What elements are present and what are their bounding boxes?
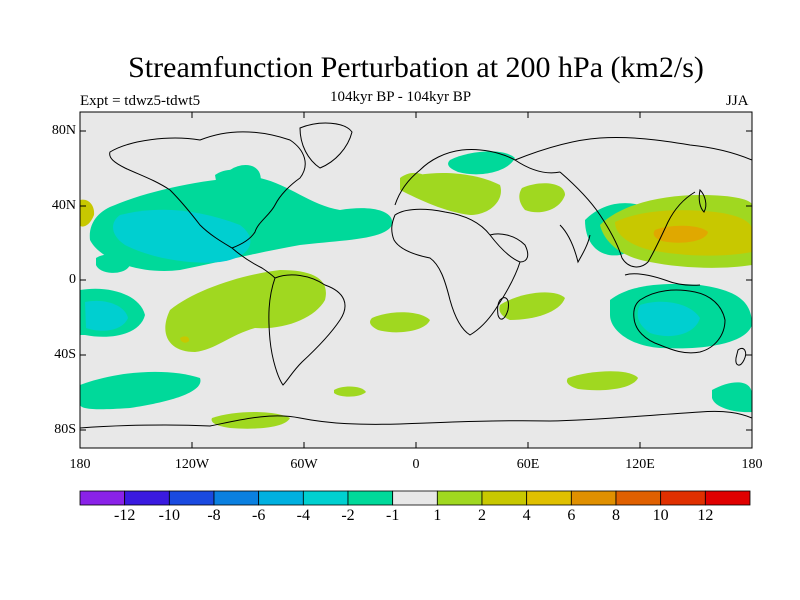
colorbar-tick-label: 4 <box>522 507 531 524</box>
colorbar-swatch <box>615 490 662 506</box>
colorbar-swatch <box>79 490 126 506</box>
colorbar-swatch <box>436 490 483 506</box>
axis-ticks <box>80 112 752 448</box>
colorbar-tick-label: 6 <box>567 507 576 524</box>
lat-label-40n: 40N <box>51 198 76 213</box>
colorbar-swatch <box>213 490 260 506</box>
coast-arabia <box>489 233 529 263</box>
contour-pos-southern-indian <box>566 371 638 391</box>
lon-label-60w: 60W <box>290 457 318 472</box>
colorbar-swatch <box>481 490 528 506</box>
contour-pos-south-atlantic-small <box>334 386 366 397</box>
contour-fills <box>80 151 752 429</box>
colorbar-swatch <box>704 490 751 506</box>
contour-neg-australia-core <box>637 301 700 337</box>
colorbar-tick-label: 2 <box>478 507 486 524</box>
coastlines <box>80 122 752 429</box>
coast-greenland <box>299 122 353 169</box>
colorbar-swatch <box>302 490 349 506</box>
colorbar-tick-label: -6 <box>251 507 266 524</box>
colorbar-tick-label: 1 <box>433 507 442 524</box>
contour-pos-south-pacific-dot <box>180 336 190 343</box>
contour-neg-southern-ocean-east <box>712 382 752 413</box>
colorbar-tick-label: -10 <box>158 507 180 524</box>
chart-title: Streamfunction Perturbation at 200 hPa (… <box>128 51 704 84</box>
colorbar-tick-label: 8 <box>612 507 620 524</box>
contour-neg-europe <box>448 151 515 175</box>
coast-india <box>559 224 591 264</box>
colorbar-tick-label: -12 <box>113 507 136 524</box>
lon-label-0: 0 <box>412 457 420 472</box>
colorbar-swatch <box>526 490 572 506</box>
contour-pos-south-atlantic <box>370 312 430 333</box>
coast-central-america <box>231 247 276 279</box>
map-background <box>80 112 752 448</box>
colorbar-tick-label: 12 <box>697 507 714 524</box>
contour-pos-central-asia <box>519 183 565 213</box>
colorbar <box>79 490 751 506</box>
colorbar-swatch <box>168 490 215 506</box>
coast-africa <box>391 208 521 336</box>
colorbar-swatch <box>124 490 170 506</box>
contour-pos-europe <box>400 173 501 215</box>
lat-label-80n: 80N <box>51 123 76 138</box>
contour-neg-hawaii <box>96 254 130 273</box>
colorbar-swatch <box>347 490 394 506</box>
contour-neg-pacific-southeast-core <box>85 300 128 331</box>
colorbar-tick-label: -8 <box>207 507 221 524</box>
season-label: JJA <box>726 93 749 109</box>
lon-label-120w: 120W <box>174 457 210 472</box>
experiment-label: Expt = tdwz5-tdwt5 <box>80 93 201 109</box>
coast-antarctica <box>80 410 752 429</box>
contour-neg-pacific-north-core <box>113 209 251 263</box>
coast-japan <box>698 188 707 213</box>
colorbar-tick-label: -2 <box>341 507 355 524</box>
colorbar-swatch <box>570 490 617 506</box>
lat-label-0: 0 <box>69 272 76 287</box>
lon-label-180e: 180 <box>741 457 763 472</box>
colorbar-tick-label: -1 <box>385 507 400 524</box>
lon-label-120e: 120E <box>625 457 655 472</box>
contour-pos-south-pacific <box>165 270 326 352</box>
contour-neg-southern-ocean-west <box>80 371 201 410</box>
lat-label-80s: 80S <box>54 422 76 437</box>
colorbar-tick-label: -4 <box>296 507 310 524</box>
contour-pos-indian-ocean <box>499 292 565 320</box>
colorbar-swatch <box>660 490 706 506</box>
coast-asia <box>514 136 752 268</box>
lon-label-60e: 60E <box>516 457 540 472</box>
contour-pos-asia-pacific-core <box>653 225 708 243</box>
lat-label-40s: 40S <box>54 347 76 362</box>
coast-europe <box>394 149 561 206</box>
coast-madagascar <box>497 297 509 320</box>
colorbar-swatch <box>258 490 304 506</box>
coast-new-zealand <box>735 347 747 366</box>
coast-indonesia <box>624 273 701 286</box>
contour-neg-north-america <box>230 165 261 191</box>
colorbar-tick-label: 10 <box>652 507 669 524</box>
lon-label-180w: 180 <box>69 457 91 472</box>
coast-south-america <box>268 274 346 386</box>
colorbar-swatch <box>392 490 438 506</box>
coast-australia <box>633 289 726 354</box>
coast-north-america <box>109 131 306 249</box>
chart-subtitle: 104kyr BP - 104kyr BP <box>330 89 472 105</box>
